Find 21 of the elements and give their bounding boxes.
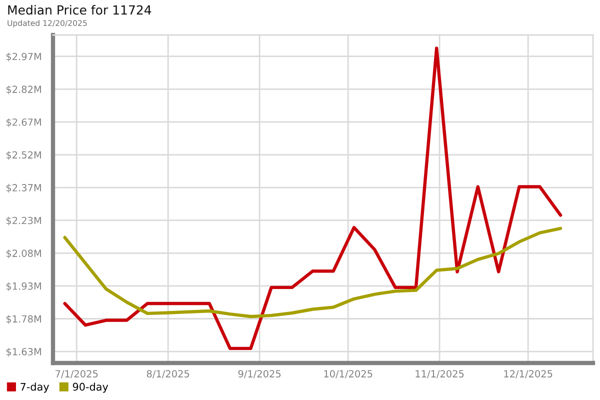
chart-title: Median Price for 11724 [8, 5, 152, 15]
y-tick-label: $2.37M [6, 184, 41, 193]
x-tick-label: 8/1/2025 [146, 370, 190, 378]
y-tick-label: $2.82M [6, 85, 41, 94]
y-tick-label: $2.23M [6, 216, 41, 226]
y-tick-label: $1.63M [6, 348, 41, 357]
legend-label: 7-day [20, 382, 50, 393]
y-tick-label: $1.78M [6, 315, 41, 324]
line-series [63, 226, 562, 318]
y-tick-label: $2.67M [6, 118, 41, 128]
y-tick-label: $1.93M [6, 282, 41, 292]
legend-label: 90-day [72, 382, 108, 393]
line-series [63, 46, 562, 350]
y-tick-label: $2.08M [6, 249, 41, 258]
x-tick-label: 10/1/2025 [324, 370, 372, 378]
x-tick-label: 9/1/2025 [238, 370, 281, 378]
x-tick-label: 12/1/2025 [504, 370, 552, 378]
x-tick-label: 7/1/2025 [56, 370, 98, 378]
x-tick-label: 11/1/2025 [416, 370, 464, 378]
y-tick-label: $2.52M [6, 151, 41, 160]
y-tick-label: $2.97M [6, 52, 41, 62]
